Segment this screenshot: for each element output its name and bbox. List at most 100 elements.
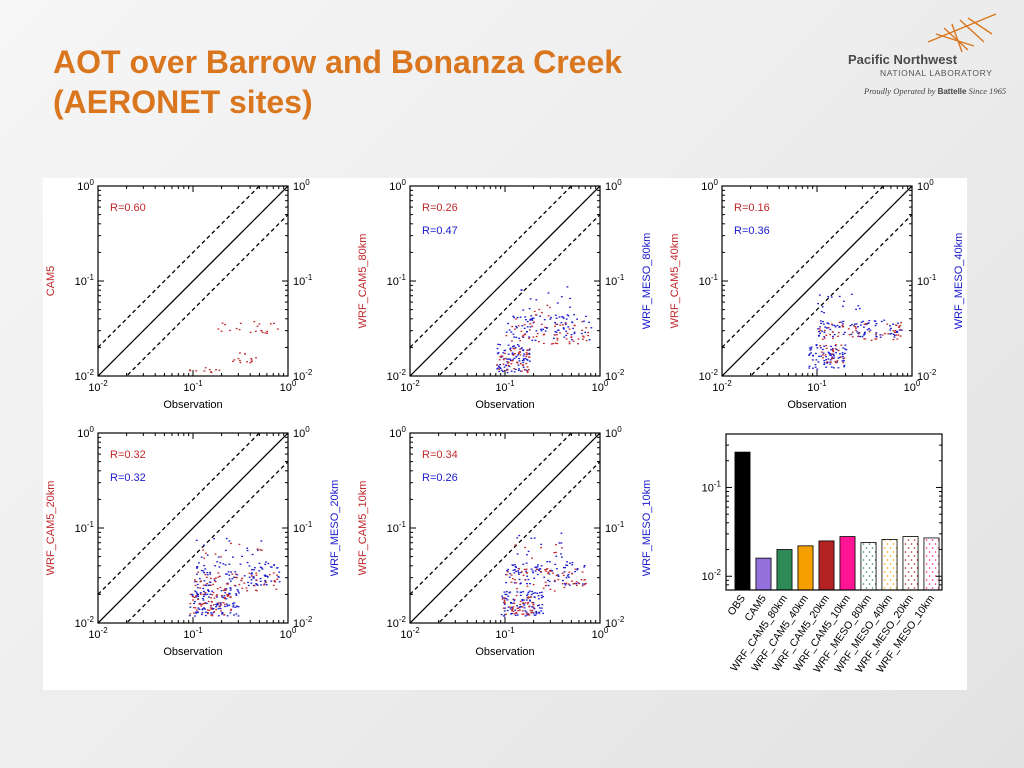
- data-point-meso: [845, 348, 848, 351]
- one-to-two-dashed-line: [437, 460, 600, 623]
- data-point-cam: [526, 371, 529, 374]
- data-point-meso: [829, 352, 832, 355]
- x-tick-label: 100: [904, 379, 921, 394]
- one-to-two-dashed-line: [125, 213, 288, 376]
- data-point-cam: [513, 348, 516, 350]
- data-point-meso: [519, 594, 522, 597]
- data-point-meso: [573, 331, 576, 333]
- data-point-cam: [223, 603, 226, 605]
- data-point-meso: [513, 572, 516, 574]
- data-point-meso: [823, 336, 826, 338]
- data-point-cam: [864, 338, 867, 340]
- data-point-meso: [835, 348, 838, 351]
- data-point-cam: [503, 599, 506, 602]
- data-point-cam: [189, 369, 191, 371]
- data-point-cam: [577, 338, 580, 340]
- data-point-cam: [519, 354, 522, 356]
- data-point-meso: [505, 364, 507, 366]
- y-tick-label-right: 10-1: [293, 273, 313, 288]
- data-point-meso: [205, 602, 208, 605]
- y-tick-label-left: 10-2: [75, 368, 95, 383]
- y-axis-label-left: CAM5: [45, 266, 57, 297]
- data-point-cam: [555, 543, 558, 546]
- data-point-cam: [511, 607, 514, 610]
- data-point-meso: [868, 327, 870, 330]
- y-tick-label-left: 10-2: [699, 368, 719, 383]
- data-point-cam: [836, 360, 839, 362]
- data-point-cam: [504, 602, 506, 604]
- data-point-meso: [196, 567, 198, 569]
- data-point-meso: [502, 370, 504, 373]
- data-point-meso: [269, 566, 272, 568]
- data-point-meso: [867, 322, 870, 324]
- data-point-meso: [516, 316, 519, 319]
- data-point-cam: [510, 363, 513, 365]
- data-point-meso: [524, 610, 527, 612]
- data-point-meso: [533, 614, 536, 616]
- data-point-meso: [540, 565, 543, 567]
- data-point-cam: [848, 334, 851, 336]
- data-point-meso: [229, 580, 232, 582]
- data-point-meso: [529, 600, 532, 602]
- data-point-meso: [517, 364, 520, 366]
- y-axis-label-right: WRF_MESO_10km: [641, 480, 653, 577]
- data-point-cam: [582, 338, 584, 340]
- data-point-meso: [502, 352, 505, 354]
- y-tick-label-right: 10-1: [605, 273, 625, 288]
- data-point-meso: [527, 591, 530, 594]
- data-point-meso: [506, 358, 509, 360]
- data-point-meso: [512, 569, 515, 571]
- data-point-cam: [237, 357, 240, 360]
- data-point-meso: [499, 344, 502, 346]
- data-point-meso: [264, 575, 267, 577]
- data-point-cam: [263, 584, 265, 586]
- data-point-meso: [253, 569, 255, 571]
- data-point-meso: [198, 578, 201, 580]
- data-point-cam: [578, 582, 581, 585]
- data-point-meso: [232, 606, 235, 608]
- data-point-cam: [538, 308, 541, 311]
- data-point-meso: [523, 327, 526, 329]
- data-point-meso: [195, 612, 198, 614]
- data-point-meso: [233, 614, 235, 616]
- data-point-cam: [241, 587, 244, 590]
- data-point-meso: [842, 347, 845, 349]
- data-point-meso: [508, 365, 511, 368]
- data-point-cam: [573, 582, 576, 585]
- data-point-meso: [526, 359, 529, 361]
- data-point-cam: [250, 575, 253, 577]
- data-point-meso: [518, 368, 521, 370]
- data-point-cam: [819, 345, 822, 347]
- data-point-cam: [238, 328, 241, 331]
- data-point-cam: [192, 612, 195, 614]
- data-point-cam: [571, 580, 573, 582]
- data-point-cam: [513, 613, 516, 615]
- data-point-cam: [229, 596, 232, 598]
- scatter-points: [500, 532, 587, 617]
- data-point-meso: [223, 595, 226, 597]
- data-point-cam: [549, 588, 552, 590]
- data-point-cam: [542, 334, 545, 336]
- data-point-meso: [226, 605, 229, 607]
- data-point-cam: [527, 369, 530, 371]
- data-point-cam: [512, 606, 515, 608]
- data-point-meso: [219, 607, 222, 610]
- data-point-meso: [224, 592, 227, 594]
- data-point-cam: [503, 601, 506, 603]
- data-point-cam: [260, 549, 263, 551]
- data-point-cam: [886, 323, 889, 325]
- data-point-meso: [539, 315, 542, 317]
- data-point-meso: [531, 570, 534, 572]
- data-point-meso: [260, 567, 263, 569]
- data-point-meso: [840, 321, 843, 323]
- data-point-cam: [505, 334, 508, 337]
- data-point-cam: [505, 613, 507, 615]
- data-point-meso: [568, 584, 571, 586]
- data-point-cam: [825, 344, 828, 347]
- data-point-cam: [260, 329, 263, 332]
- data-point-cam: [509, 606, 511, 608]
- data-point-cam: [197, 598, 200, 601]
- data-point-cam: [218, 606, 221, 608]
- data-point-meso: [213, 579, 216, 582]
- data-point-meso: [883, 319, 886, 321]
